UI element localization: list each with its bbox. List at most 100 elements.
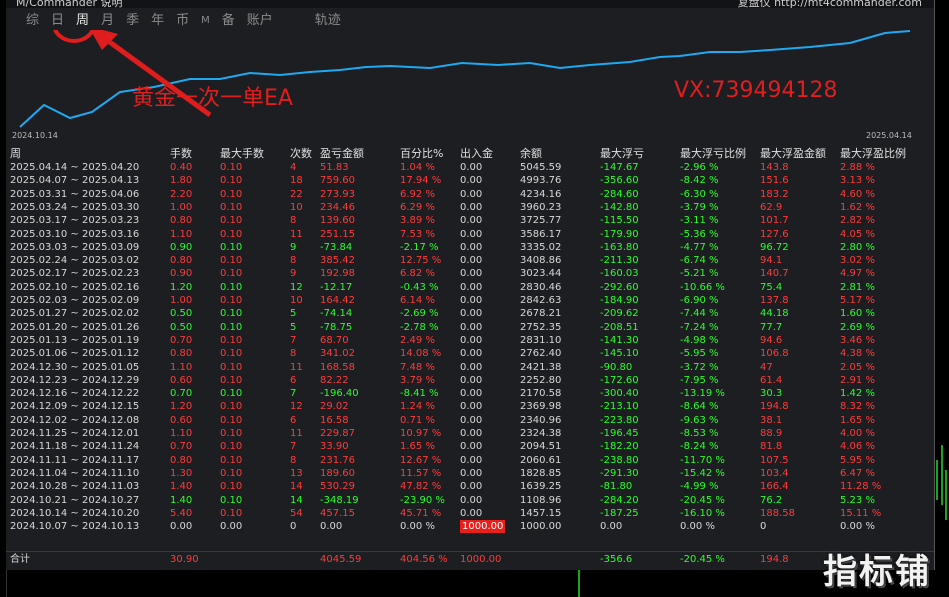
- cell-pl: 229.87: [320, 428, 355, 439]
- column-header[interactable]: 百分比%: [400, 147, 444, 160]
- cell-mfe: 0: [760, 521, 767, 533]
- tab-8[interactable]: 备: [221, 13, 235, 28]
- tab-7[interactable]: M: [201, 15, 210, 26]
- cell-pct: 10.97 %: [400, 428, 442, 439]
- cell-pl: 189.60: [320, 467, 355, 479]
- cell-maxlots: 0.10: [220, 481, 243, 493]
- app-link[interactable]: 复盘仪 http://mt4commander.com: [737, 0, 922, 9]
- cell-pl: -12.17: [320, 281, 353, 293]
- table-row[interactable]: 2024.11.25 ~ 2024.12.01 1.10 0.10 11 229.87 1…: [6, 427, 934, 440]
- tab-2[interactable]: 周: [76, 13, 90, 28]
- table-row[interactable]: 2025.03.31 ~ 2025.04.06 2.20 0.10 22 273.93 6…: [6, 188, 934, 201]
- cell-io: 0.00: [460, 334, 483, 346]
- cell-io: 0.00: [460, 414, 483, 426]
- tab-3[interactable]: 月: [101, 13, 115, 28]
- cell-mfep: 11.28 %: [840, 481, 882, 493]
- cell-lots: 0.50: [170, 321, 193, 333]
- table-row[interactable]: 2025.04.14 ~ 2025.04.20 0.40 0.10 4 51.83 1.0…: [6, 161, 934, 174]
- column-header[interactable]: 周: [10, 147, 21, 160]
- cell-mdd: -223.80: [600, 414, 639, 426]
- cell-mfe: 76.2: [760, 494, 783, 506]
- cell-mfe: 30.3: [760, 388, 783, 400]
- table-row[interactable]: 2024.11.04 ~ 2024.11.10 1.30 0.10 13 189.60 1…: [6, 467, 934, 480]
- cell-pct: -2.69 %: [400, 308, 439, 320]
- cell-pl: 164.42: [320, 295, 355, 306]
- table-row[interactable]: 2024.12.09 ~ 2024.12.15 1.20 0.10 12 29.02 1.…: [6, 400, 934, 413]
- table-row[interactable]: 2025.02.03 ~ 2025.02.09 1.00 0.10 10 164.42 6…: [6, 294, 934, 307]
- table-row[interactable]: 2024.12.30 ~ 2025.01.05 1.10 0.10 11 168.58 7…: [6, 361, 934, 374]
- cell-pl: -73.84: [320, 241, 353, 253]
- column-header[interactable]: 最大浮盈比例: [840, 147, 906, 160]
- column-header[interactable]: 手数: [170, 147, 192, 160]
- table-row[interactable]: 2025.02.10 ~ 2025.02.16 1.20 0.10 12 -12.17 -…: [6, 281, 934, 294]
- table-row[interactable]: 2025.01.27 ~ 2025.02.02 0.50 0.10 5 -74.14 -2…: [6, 307, 934, 320]
- table-row[interactable]: 2025.01.20 ~ 2025.01.26 0.50 0.10 5 -78.75 -2…: [6, 321, 934, 334]
- table-row[interactable]: 2024.12.23 ~ 2024.12.29 0.60 0.10 6 82.22 3.7…: [6, 374, 934, 387]
- cell-lots: 0.90: [170, 241, 193, 253]
- highlight-arrow: [98, 32, 212, 118]
- table-row[interactable]: 2024.10.14 ~ 2024.10.20 5.40 0.10 54 457.15 4…: [6, 507, 934, 520]
- table-row[interactable]: 2024.12.02 ~ 2024.12.08 0.60 0.10 6 16.58 0.7…: [6, 414, 934, 427]
- column-header[interactable]: 最大浮亏: [600, 147, 644, 160]
- table-row[interactable]: 2025.03.03 ~ 2025.03.09 0.90 0.10 9 -73.84 -2…: [6, 241, 934, 254]
- cell-mdd: -172.60: [600, 374, 639, 386]
- tab-6[interactable]: 币: [176, 13, 190, 28]
- table-row[interactable]: 2025.02.17 ~ 2025.02.23 0.90 0.10 9 192.98 6.…: [6, 267, 934, 280]
- table-row[interactable]: 2024.10.21 ~ 2024.10.27 1.40 0.10 14 -348.19…: [6, 494, 934, 507]
- cell-mfe: 96.72: [760, 241, 789, 253]
- cell-io: 0.00: [460, 268, 483, 280]
- cell-week: 2025.04.07 ~ 2025.04.13: [10, 175, 140, 187]
- column-header[interactable]: 出入金: [460, 147, 493, 160]
- table-row[interactable]: 2024.10.07 ~ 2024.10.13 0.00 0.00 0 0.00 0.00…: [6, 520, 934, 534]
- table-row[interactable]: 2024.10.28 ~ 2024.11.03 1.40 0.10 14 530.29 4…: [6, 480, 934, 493]
- cell-pct: 17.94 %: [400, 175, 442, 187]
- cell-pct: 3.79 %: [400, 374, 435, 386]
- cell-lots: 1.10: [170, 228, 193, 240]
- table-row[interactable]: 2025.01.06 ~ 2025.01.12 0.80 0.10 8 341.02 14…: [6, 347, 934, 360]
- cell-week: 2024.11.11 ~ 2024.11.17: [10, 454, 140, 466]
- tab-9[interactable]: 账户: [246, 13, 273, 28]
- chart-end-date: 2025.04.14: [866, 131, 912, 140]
- cell-lots: 5.40: [170, 507, 193, 519]
- table-row[interactable]: 2025.02.24 ~ 2025.03.02 0.80 0.10 8 385.42 12…: [6, 254, 934, 267]
- cell-pl: 385.42: [320, 255, 355, 267]
- tab-10[interactable]: 轨迹: [314, 13, 341, 28]
- table-row[interactable]: 2025.04.07 ~ 2025.04.13 1.80 0.10 18 759.60 1…: [6, 174, 934, 187]
- table-row[interactable]: 2025.03.10 ~ 2025.03.16 1.10 0.10 11 251.15 7…: [6, 228, 934, 241]
- cell-maxlots: 0.10: [220, 494, 243, 506]
- tab-4[interactable]: 季: [126, 13, 140, 28]
- cell-week: 2025.02.17 ~ 2025.02.23: [10, 268, 140, 280]
- tab-0[interactable]: 综: [26, 13, 40, 28]
- column-header[interactable]: 最大浮亏比例: [680, 147, 746, 160]
- cell-io: 0.00: [460, 494, 483, 506]
- column-header[interactable]: 最大浮盈金额: [760, 147, 826, 160]
- cell-mfep: 4.00 %: [840, 428, 875, 439]
- cell-mfep: 1.42 %: [840, 388, 875, 400]
- table-row[interactable]: 2025.01.13 ~ 2025.01.19 0.70 0.10 7 68.70 2.4…: [6, 334, 934, 347]
- column-header[interactable]: 次数: [290, 147, 312, 160]
- column-header[interactable]: 最大手数: [220, 147, 264, 160]
- table-row[interactable]: 2024.12.16 ~ 2024.12.22 0.70 0.10 7 -196.40 -…: [6, 387, 934, 400]
- cell-mdd: -300.40: [600, 388, 639, 400]
- cell-pct: 3.89 %: [400, 215, 435, 227]
- cell-pl: 16.58: [320, 414, 349, 426]
- cell-mdd: -145.10: [600, 348, 639, 360]
- cell-mdd: -147.67: [600, 162, 639, 173]
- cell-mdd: -115.50: [600, 215, 639, 227]
- total-label: 合计: [10, 554, 30, 565]
- cell-pl: 139.60: [320, 215, 355, 227]
- column-header[interactable]: 盈亏金额: [320, 147, 364, 160]
- table-row[interactable]: 2024.11.11 ~ 2024.11.17 0.80 0.10 8 231.76 12…: [6, 454, 934, 467]
- table-row[interactable]: 2024.11.18 ~ 2024.11.24 0.70 0.10 7 33.90 1.6…: [6, 440, 934, 453]
- column-header[interactable]: 余额: [520, 147, 542, 160]
- cell-mfe: 137.8: [760, 295, 789, 306]
- tab-5[interactable]: 年: [151, 13, 165, 28]
- tab-1[interactable]: 日: [51, 13, 65, 28]
- cell-mdd: -284.20: [600, 494, 639, 506]
- cell-count: 10: [290, 201, 303, 213]
- cell-mddp: -15.42 %: [680, 467, 725, 479]
- table-row[interactable]: 2025.03.24 ~ 2025.03.30 1.00 0.10 10 234.46 6…: [6, 201, 934, 214]
- cell-week: 2024.10.21 ~ 2024.10.27: [10, 494, 140, 506]
- cell-bal: 2094.51: [520, 441, 562, 453]
- table-row[interactable]: 2025.03.17 ~ 2025.03.23 0.80 0.10 8 139.60 3.…: [6, 214, 934, 227]
